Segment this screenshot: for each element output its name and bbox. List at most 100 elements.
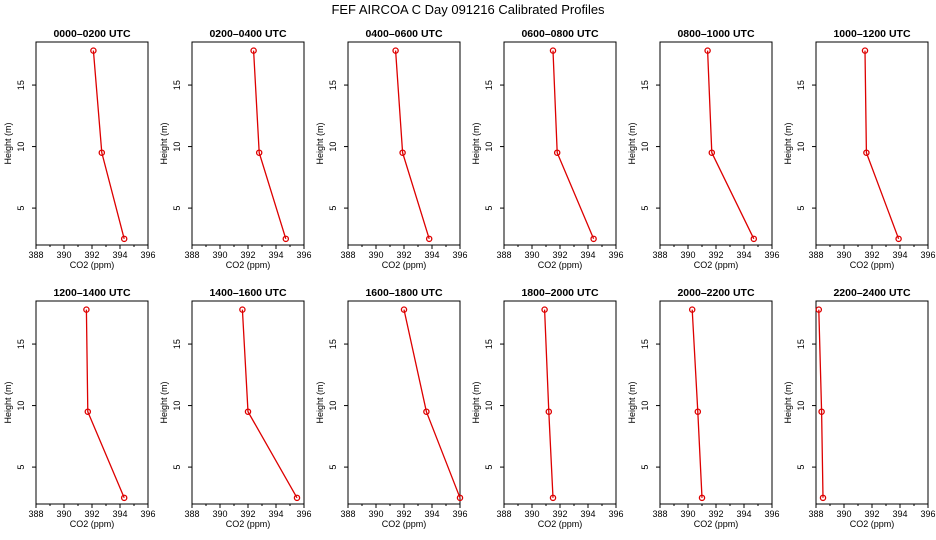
data-point: [819, 494, 827, 502]
y-tick-label: 10: [172, 401, 182, 411]
x-tick-label: 396: [452, 509, 467, 519]
x-tick-label: 392: [552, 509, 567, 519]
data-point: [704, 47, 711, 54]
data-point: [818, 408, 825, 415]
x-tick-label: 396: [920, 509, 935, 519]
plot-frame: [35, 300, 149, 505]
y-tick-label: 10: [640, 142, 650, 152]
x-tick-label: 390: [212, 250, 227, 260]
y-tick-label: 15: [796, 80, 806, 90]
data-point: [293, 494, 301, 502]
panel-6: 1000–1200 UTC 388 390 392 394 396 5 10 15 CO2 (pp…: [783, 28, 936, 270]
panel-12: 2200–2400 UTC 388 390 392 394 396 5 10 15 CO2 (pp…: [783, 287, 936, 529]
data-point: [399, 149, 406, 156]
panel-8: 1400–1600 UTC 388 390 392 394 396 5 10 15 CO2 (pp…: [159, 287, 312, 529]
panel-title: 0800–1000 UTC: [677, 28, 754, 40]
profile-line: [818, 309, 824, 498]
panel-title: 1800–2000 UTC: [521, 287, 598, 299]
x-tick-label: 390: [836, 509, 851, 519]
data-point: [698, 494, 706, 502]
data-point: [545, 408, 553, 415]
y-axis-label: Height (m): [783, 381, 793, 423]
x-tick-label: 390: [368, 509, 383, 519]
y-axis-label: Height (m): [315, 122, 325, 164]
plot-frame: [815, 41, 929, 246]
x-tick-label: 394: [736, 250, 751, 260]
y-tick-label: 5: [484, 465, 494, 470]
x-tick-label: 390: [368, 250, 383, 260]
panel-7: 1200–1400 UTC 388 390 392 394 396 5 10 15 CO2 (pp…: [3, 287, 156, 529]
y-axis-label: Height (m): [627, 122, 637, 164]
y-tick-label: 5: [484, 206, 494, 211]
data-point: [688, 306, 696, 313]
data-point: [90, 47, 97, 54]
plot-frame: [347, 300, 461, 505]
data-point: [244, 408, 252, 415]
panel-9: 1600–1800 UTC 388 390 392 394 396 5 10 15 CO2 (pp…: [315, 287, 468, 529]
data-point: [549, 494, 557, 502]
y-tick-label: 15: [172, 80, 182, 90]
plot-frame: [347, 41, 461, 246]
x-tick-label: 392: [396, 250, 411, 260]
plot-frame: [815, 300, 929, 505]
x-tick-label: 394: [580, 509, 595, 519]
y-axis-label: Height (m): [315, 381, 325, 423]
x-tick-label: 388: [808, 509, 823, 519]
y-axis-label: Height (m): [627, 381, 637, 423]
y-tick-label: 5: [796, 465, 806, 470]
data-point: [83, 306, 90, 313]
x-tick-label: 396: [452, 250, 467, 260]
profile-line: [241, 309, 298, 499]
x-tick-label: 396: [296, 250, 311, 260]
y-tick-label: 15: [484, 339, 494, 349]
y-tick-label: 15: [640, 80, 650, 90]
panel-title: 0200–0400 UTC: [209, 28, 286, 40]
x-tick-label: 388: [652, 250, 667, 260]
plot-frame: [35, 41, 149, 246]
x-tick-label: 390: [56, 509, 71, 519]
y-tick-label: 10: [328, 401, 338, 411]
plot-frame: [503, 300, 617, 505]
x-tick-label: 390: [680, 509, 695, 519]
x-tick-label: 396: [764, 250, 779, 260]
x-tick-label: 394: [268, 509, 283, 519]
plot-frame: [659, 300, 773, 505]
plot-frame: [659, 41, 773, 246]
panel-5: 0800–1000 UTC 388 390 392 394 396 5 10 15 CO2 (pp…: [627, 28, 780, 270]
y-tick-label: 10: [16, 401, 26, 411]
data-point: [425, 235, 433, 243]
x-tick-label: 392: [864, 250, 879, 260]
x-axis-label: CO2 (ppm): [694, 519, 739, 529]
data-point: [708, 149, 716, 156]
profile-line: [864, 50, 900, 240]
data-point: [815, 306, 823, 313]
y-tick-label: 10: [16, 142, 26, 152]
x-tick-label: 394: [112, 509, 127, 519]
data-point: [98, 149, 106, 156]
data-point: [861, 47, 869, 54]
x-tick-label: 390: [836, 250, 851, 260]
x-tick-label: 390: [524, 250, 539, 260]
data-point: [423, 408, 430, 415]
profile-line: [403, 309, 461, 499]
data-point: [590, 235, 597, 243]
x-axis-label: CO2 (ppm): [226, 260, 271, 270]
x-tick-label: 394: [580, 250, 595, 260]
panel-title: 1200–1400 UTC: [53, 287, 130, 299]
y-tick-label: 5: [328, 465, 338, 470]
x-tick-label: 396: [296, 509, 311, 519]
y-tick-label: 5: [172, 465, 182, 470]
panel-title: 1400–1600 UTC: [209, 287, 286, 299]
panel-title: 0400–0600 UTC: [365, 28, 442, 40]
x-axis-label: CO2 (ppm): [850, 260, 895, 270]
y-tick-label: 5: [640, 206, 650, 211]
x-tick-label: 394: [892, 250, 907, 260]
x-tick-label: 396: [920, 250, 935, 260]
x-tick-label: 394: [424, 250, 439, 260]
x-tick-label: 392: [240, 250, 255, 260]
x-axis-label: CO2 (ppm): [850, 519, 895, 529]
x-tick-label: 388: [496, 250, 511, 260]
panel-title: 0000–0200 UTC: [53, 28, 130, 40]
x-tick-label: 390: [56, 250, 71, 260]
